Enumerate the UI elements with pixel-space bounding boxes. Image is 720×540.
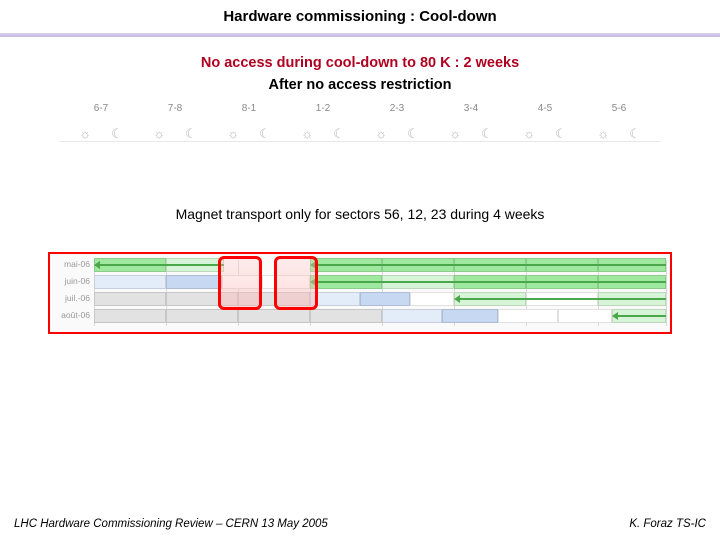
gantt-segment [498, 309, 558, 323]
moon-icon: ☾ [407, 126, 419, 142]
sector-cell: 3-4☼☾ [434, 111, 508, 138]
gantt-segment [410, 292, 454, 306]
gantt-arrow [100, 264, 224, 266]
subtitle-red: No access during cool-down to 80 K : 2 w… [0, 55, 720, 71]
gantt-arrow [460, 298, 666, 300]
gantt-segment [238, 309, 310, 323]
moon-icon: ☾ [555, 126, 567, 142]
sun-icon: ☼ [153, 126, 165, 142]
moon-icon: ☾ [629, 126, 641, 142]
moon-icon: ☾ [259, 126, 271, 142]
gantt-month-label: juil.-06 [54, 293, 90, 303]
gantt-chart: mai-06 juin-06 juil.-06 août-06 [48, 252, 672, 334]
sector-label: 6-7 [94, 103, 108, 114]
gantt-month-label: août-06 [54, 310, 90, 320]
gantt-segment [166, 292, 238, 306]
sun-icon: ☼ [449, 126, 461, 142]
sector-label: 4-5 [538, 103, 552, 114]
sector-label: 2-3 [390, 103, 404, 114]
sector-label: 3-4 [464, 103, 478, 114]
sector-cell: 8-1☼☾ [212, 111, 286, 138]
sector-divider [60, 141, 660, 142]
sun-icon: ☼ [597, 126, 609, 142]
moon-icon: ☾ [111, 126, 123, 142]
gantt-segment [360, 292, 410, 306]
gantt-segment [310, 309, 382, 323]
footer-left: LHC Hardware Commissioning Review – CERN… [14, 518, 328, 530]
gantt-segment [94, 309, 166, 323]
sun-icon: ☼ [227, 126, 239, 142]
sector-label: 8-1 [242, 103, 256, 114]
gantt-month-label: mai-06 [54, 259, 90, 269]
sector-label: 7-8 [168, 103, 182, 114]
gantt-segment [166, 309, 238, 323]
gantt-segment [94, 292, 166, 306]
sector-cell: 7-8☼☾ [138, 111, 212, 138]
gantt-arrow [618, 315, 666, 317]
sector-header-row: 6-7☼☾7-8☼☾8-1☼☾1-2☼☾2-3☼☾3-4☼☾4-5☼☾5-6☼☾ [0, 109, 720, 139]
body-text: Magnet transport only for sectors 56, 12… [0, 206, 720, 222]
page-title: Hardware commissioning : Cool-down [0, 0, 720, 33]
gantt-segment [238, 292, 310, 306]
gantt-arrow [316, 264, 666, 266]
sun-icon: ☼ [79, 126, 91, 142]
sun-icon: ☼ [523, 126, 535, 142]
gantt-segment [94, 275, 166, 289]
sector-cell: 2-3☼☾ [360, 111, 434, 138]
sector-cell: 4-5☼☾ [508, 111, 582, 138]
gantt-segment [442, 309, 498, 323]
gantt-segment [382, 309, 442, 323]
gantt-gridline [666, 260, 667, 326]
moon-icon: ☾ [481, 126, 493, 142]
sector-label: 5-6 [612, 103, 626, 114]
footer-right: K. Foraz TS-IC [629, 518, 706, 530]
sun-icon: ☼ [375, 126, 387, 142]
gantt-arrow [316, 281, 666, 283]
moon-icon: ☾ [185, 126, 197, 142]
gantt-segment [558, 309, 612, 323]
footer: LHC Hardware Commissioning Review – CERN… [14, 518, 706, 530]
gantt-month-label: juin-06 [54, 276, 90, 286]
sector-cell: 6-7☼☾ [64, 111, 138, 138]
gantt-segment [222, 275, 262, 289]
sun-icon: ☼ [301, 126, 313, 142]
moon-icon: ☾ [333, 126, 345, 142]
gantt-segment [166, 275, 222, 289]
subtitle-black: After no access restriction [0, 77, 720, 93]
title-underline [0, 33, 720, 37]
sector-cell: 5-6☼☾ [582, 111, 656, 138]
gantt-segment [310, 292, 360, 306]
gantt-segment [262, 275, 310, 289]
sector-cell: 1-2☼☾ [286, 111, 360, 138]
sector-label: 1-2 [316, 103, 330, 114]
